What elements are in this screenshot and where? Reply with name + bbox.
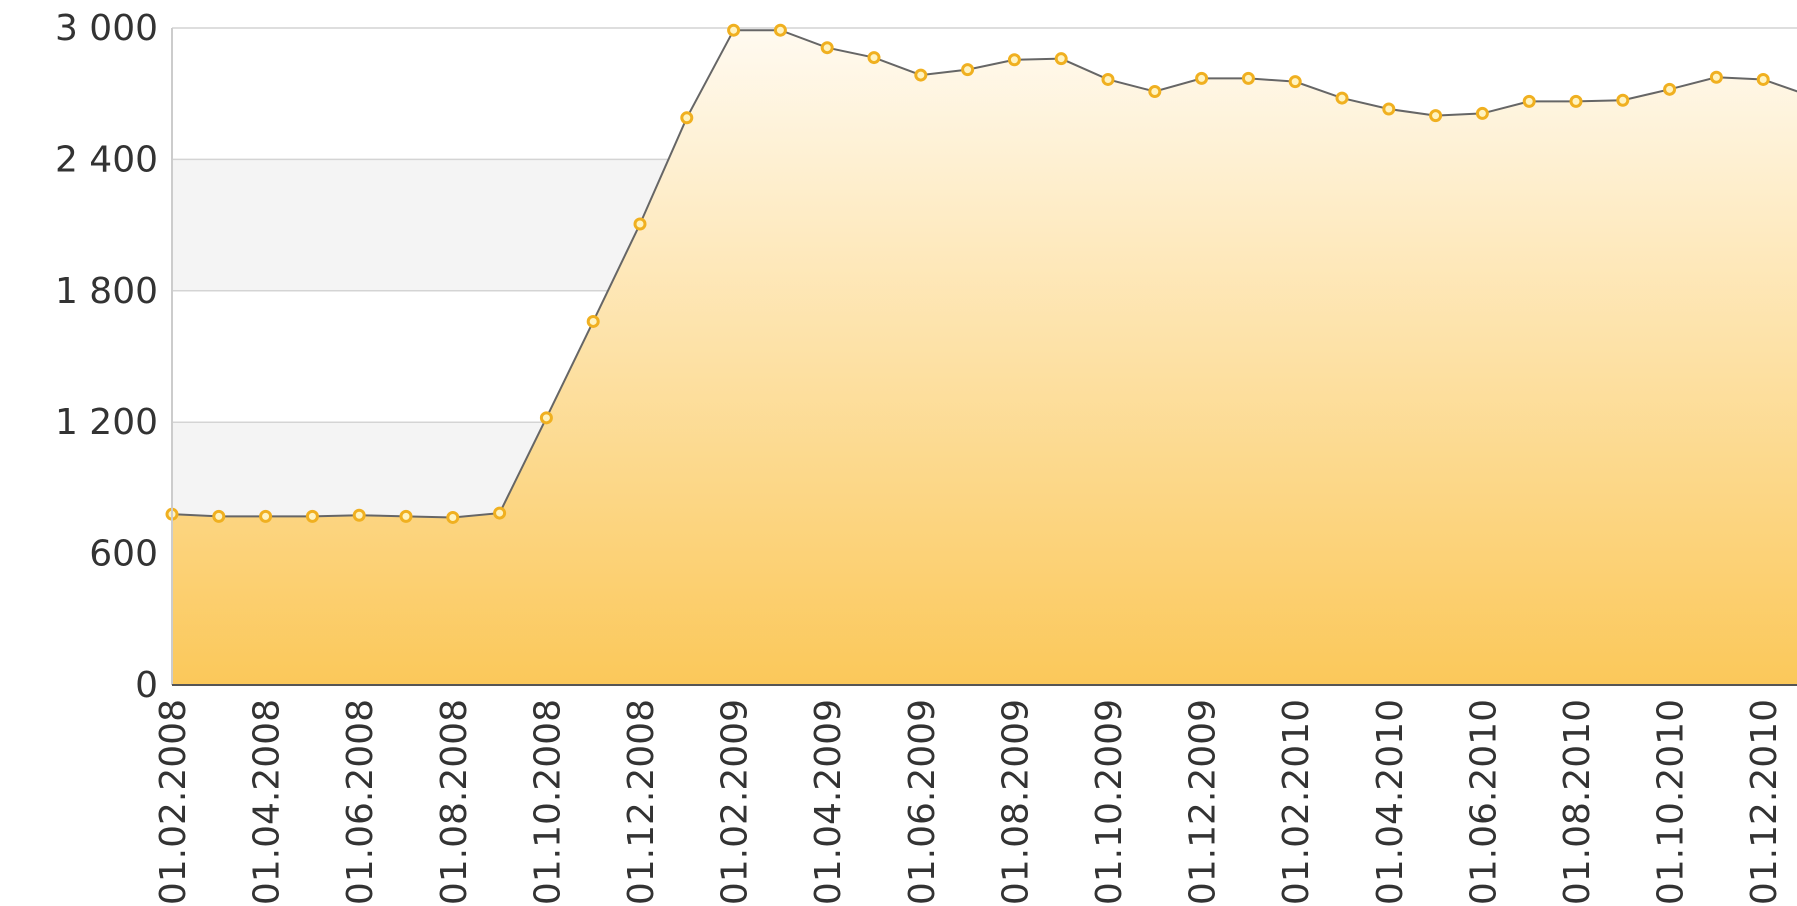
point-marker <box>446 510 460 524</box>
point-marker <box>1241 71 1255 85</box>
x-tick-label: 01.10.2009 <box>1089 699 1130 905</box>
point-marker <box>1429 109 1443 123</box>
point-marker <box>1195 71 1209 85</box>
point-marker <box>1709 70 1723 84</box>
point-marker <box>867 51 881 65</box>
point-marker <box>1475 106 1489 120</box>
x-tick-label: 01.08.2010 <box>1557 699 1598 905</box>
x-tick-label: 01.04.2008 <box>247 699 288 905</box>
y-tick-label: 3 000 <box>55 8 158 49</box>
point-marker <box>1522 94 1536 108</box>
y-tick-label: 600 <box>89 534 158 575</box>
x-tick-label: 01.10.2008 <box>527 699 568 905</box>
point-marker <box>1148 85 1162 99</box>
point-marker <box>1007 53 1021 67</box>
point-marker <box>1288 75 1302 89</box>
x-tick-label: 01.12.2010 <box>1744 699 1785 905</box>
x-tick-label: 01.02.2008 <box>153 699 194 905</box>
point-marker <box>727 23 741 37</box>
point-marker <box>586 314 600 328</box>
point-marker <box>352 508 366 522</box>
point-marker <box>633 217 647 231</box>
point-marker <box>1335 91 1349 105</box>
plot <box>165 23 1797 686</box>
x-tick-label: 01.02.2010 <box>1276 699 1317 905</box>
y-tick-label: 1 800 <box>55 271 158 312</box>
point-marker <box>1663 82 1677 96</box>
point-marker <box>259 509 273 523</box>
x-tick-label: 01.10.2010 <box>1651 699 1692 905</box>
x-tick-label: 01.04.2010 <box>1370 699 1411 905</box>
point-marker <box>1054 52 1068 66</box>
x-tick-label: 01.08.2008 <box>434 699 475 905</box>
point-marker <box>305 509 319 523</box>
point-marker <box>914 68 928 82</box>
point-marker <box>212 509 226 523</box>
point-marker <box>961 63 975 77</box>
point-marker <box>1616 93 1630 107</box>
point-marker <box>493 506 507 520</box>
x-tick-label: 01.06.2010 <box>1463 699 1504 905</box>
y-tick-label: 0 <box>135 665 158 706</box>
x-tick-label: 01.12.2008 <box>621 699 662 905</box>
point-marker <box>820 41 834 55</box>
y-tick-label: 1 200 <box>55 402 158 443</box>
point-marker <box>1101 72 1115 86</box>
x-tick-label: 01.02.2009 <box>715 699 756 905</box>
area-fill <box>172 30 1797 685</box>
x-tick-label: 01.08.2009 <box>995 699 1036 905</box>
point-marker <box>1756 72 1770 86</box>
x-tick-label: 01.12.2009 <box>1183 699 1224 905</box>
x-tick-label: 01.06.2008 <box>340 699 381 905</box>
y-tick-label: 2 400 <box>55 139 158 180</box>
series-line <box>171 29 1797 519</box>
x-tick-label: 01.04.2009 <box>808 699 849 905</box>
point-marker <box>399 509 413 523</box>
labels: 0 600 1 200 1 800 2 400 3 000 01.02.2008 01.04.… <box>55 8 1785 905</box>
point-marker <box>773 23 787 37</box>
point-marker <box>539 411 553 425</box>
point-marker <box>1382 102 1396 116</box>
point-marker <box>680 111 694 125</box>
point-marker <box>1569 94 1583 108</box>
x-tick-label: 01.06.2009 <box>902 699 943 905</box>
